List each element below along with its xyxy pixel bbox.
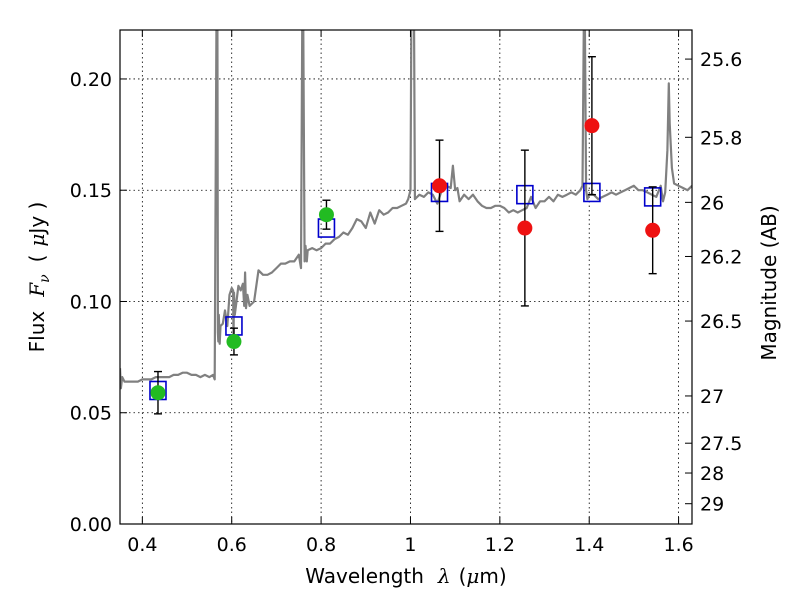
y2-tick-label: 25.8 xyxy=(700,127,742,149)
x-tick-label: 0.6 xyxy=(217,534,247,556)
tick-marks xyxy=(120,30,692,525)
y2-tick-label: 29 xyxy=(700,494,724,516)
observed-point-marker xyxy=(226,334,242,350)
x-tick-label: 1.4 xyxy=(574,534,604,556)
x-tick-label: 0.8 xyxy=(306,534,336,556)
observed-point-marker xyxy=(432,178,448,194)
x-tick-label: 0.4 xyxy=(127,534,157,556)
spectrum-line xyxy=(120,30,692,390)
y-axis-subscript: ν xyxy=(37,274,53,283)
x-axis-unit-mu: μ xyxy=(466,564,479,588)
observed-point-marker xyxy=(318,207,334,223)
x-tick-label: 1.6 xyxy=(663,534,693,556)
x-tick-label: 1 xyxy=(404,534,416,556)
y-tick-label: 0.15 xyxy=(70,180,112,202)
y2-tick-label: 27 xyxy=(700,386,724,408)
y2-tick-label: 26 xyxy=(700,192,724,214)
y2-tick-label: 26.5 xyxy=(700,311,742,333)
y2-axis-label: Magnitude (AB) xyxy=(757,205,781,360)
grid-lines xyxy=(120,30,692,524)
y-tick-label: 0.00 xyxy=(70,514,112,536)
observed-point-marker xyxy=(584,118,600,134)
x-axis-label: Wavelength λ (μm) xyxy=(305,564,506,588)
y-axis-unit-rest: Jy ) xyxy=(25,202,49,236)
data-layer xyxy=(120,30,692,390)
y-axis-label: Flux Fν ( μJy ) xyxy=(25,202,53,353)
y-tick-label: 0.20 xyxy=(70,69,112,91)
y-tick-label: 0.05 xyxy=(70,403,112,425)
x-axis-label-text: Wavelength xyxy=(305,564,424,588)
observed-point-marker xyxy=(517,220,533,236)
marker-layer xyxy=(149,56,662,415)
y2-tick-label: 26.2 xyxy=(700,246,742,268)
y-axis-label-text: Flux xyxy=(25,311,49,353)
plot-frame xyxy=(119,29,693,525)
observed-point-marker xyxy=(150,385,166,401)
y2-tick-label: 27.5 xyxy=(700,433,742,455)
y-axis-symbol: F xyxy=(25,282,49,298)
x-axis-symbol: λ xyxy=(437,564,451,588)
x-axis-unit-rest: m) xyxy=(479,564,506,588)
y-tick-label: 0.10 xyxy=(70,291,112,313)
x-tick-label: 1.2 xyxy=(485,534,515,556)
y2-tick-label: 28 xyxy=(700,463,724,485)
y-axis-unit-mu: μ xyxy=(25,234,49,247)
y2-tick-label: 25.6 xyxy=(700,49,742,71)
x-axis-unit-open: ( xyxy=(459,564,467,588)
y-axis-unit-open: ( xyxy=(25,255,49,263)
observed-point-marker xyxy=(645,222,661,238)
